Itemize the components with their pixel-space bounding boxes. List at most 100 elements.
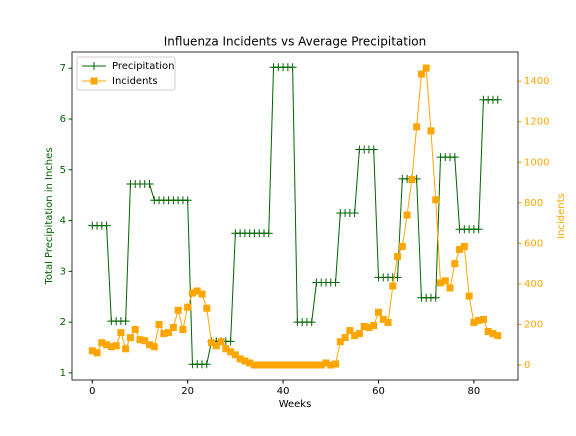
marker <box>121 317 130 326</box>
marker <box>308 361 316 369</box>
marker <box>203 304 211 312</box>
marker <box>155 320 163 328</box>
marker <box>370 321 378 329</box>
marker <box>146 341 154 349</box>
marker <box>474 225 483 234</box>
marker <box>131 326 139 334</box>
x-tick-label: 60 <box>372 386 385 397</box>
marker <box>413 123 421 131</box>
marker <box>307 318 316 327</box>
marker <box>217 338 225 346</box>
legend-marker <box>90 62 98 70</box>
marker <box>484 328 492 336</box>
marker <box>122 345 130 353</box>
marker <box>369 145 378 154</box>
marker <box>193 287 201 295</box>
marker <box>212 342 220 350</box>
y-tick-label: 7 <box>60 63 66 74</box>
marker <box>169 323 177 331</box>
marker <box>179 326 187 334</box>
marker <box>160 330 168 338</box>
marker <box>441 277 449 285</box>
marker <box>417 70 425 78</box>
y-axis-label: Total Precipitation in Inches <box>44 148 55 286</box>
marker <box>103 341 111 349</box>
marker <box>475 316 483 324</box>
y2-tick-label: 400 <box>524 279 543 290</box>
marker <box>289 361 297 369</box>
x-tick-label: 0 <box>89 386 95 397</box>
marker <box>322 359 330 367</box>
marker <box>188 289 196 297</box>
y-tick-label: 4 <box>60 216 66 227</box>
marker <box>260 361 268 369</box>
legend-label: Precipitation <box>112 61 175 72</box>
marker <box>431 293 440 302</box>
marker <box>102 221 111 230</box>
marker <box>493 95 502 104</box>
marker <box>183 196 192 205</box>
marker <box>489 330 497 338</box>
marker <box>293 361 301 369</box>
marker <box>202 360 211 369</box>
marker <box>384 318 392 326</box>
marker <box>174 306 182 314</box>
marker <box>312 361 320 369</box>
marker <box>250 361 258 369</box>
marker <box>365 323 373 331</box>
y2-tick-label: 1200 <box>524 117 549 128</box>
marker <box>98 339 106 347</box>
marker <box>427 127 435 135</box>
marker <box>351 332 359 340</box>
y2-tick-label: 800 <box>524 198 543 209</box>
marker <box>398 242 406 250</box>
marker <box>350 208 359 217</box>
marker <box>446 284 454 292</box>
marker <box>136 336 144 344</box>
marker <box>208 339 216 347</box>
marker <box>403 211 411 219</box>
marker <box>288 63 297 72</box>
x-tick-label: 80 <box>468 386 481 397</box>
marker <box>88 347 96 355</box>
marker <box>141 337 149 345</box>
chart-title: Influenza Incidents vs Average Precipita… <box>164 35 426 49</box>
marker <box>393 273 402 282</box>
marker <box>270 361 278 369</box>
marker <box>341 334 349 342</box>
marker <box>231 351 239 359</box>
legend-box <box>76 56 176 91</box>
marker <box>226 337 235 346</box>
marker <box>465 292 473 300</box>
marker <box>360 322 368 330</box>
marker <box>145 180 154 189</box>
marker <box>336 338 344 346</box>
marker <box>93 349 101 357</box>
legend-label: Incidents <box>112 76 158 87</box>
marker <box>184 303 192 311</box>
y2-tick-label: 1400 <box>524 76 549 87</box>
marker <box>298 361 306 369</box>
y2-axis-label: Incidents <box>556 193 567 239</box>
y-tick-label: 2 <box>60 317 66 328</box>
y2-tick-label: 0 <box>524 360 530 371</box>
y-tick-label: 3 <box>60 266 66 277</box>
marker <box>117 329 125 337</box>
marker <box>470 318 478 326</box>
marker <box>150 343 158 351</box>
y2-tick-label: 200 <box>524 319 543 330</box>
marker <box>274 361 282 369</box>
marker <box>331 278 340 287</box>
marker <box>241 357 249 365</box>
y2-tick-label: 1000 <box>524 157 549 168</box>
marker <box>303 361 311 369</box>
marker <box>255 361 263 369</box>
marker <box>456 245 464 253</box>
marker <box>422 64 430 72</box>
legend-marker <box>90 77 98 85</box>
marker <box>355 330 363 338</box>
y-tick-label: 6 <box>60 114 66 125</box>
marker <box>236 355 244 363</box>
marker <box>494 332 502 340</box>
marker <box>379 315 387 323</box>
